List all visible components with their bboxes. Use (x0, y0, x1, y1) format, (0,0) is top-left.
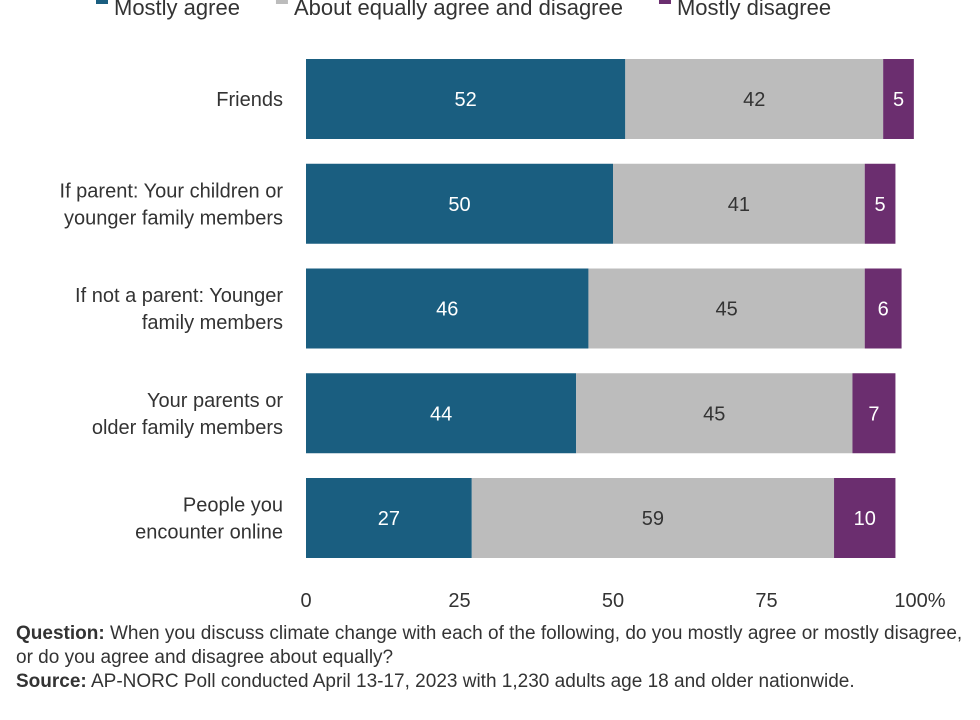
bar-value-label: 5 (875, 194, 886, 216)
bar-value-label: 50 (448, 194, 470, 216)
bar-segment (883, 59, 914, 139)
source-label: Source: (16, 671, 87, 692)
bar-value-label: 6 (878, 299, 889, 321)
category-label: Friends (216, 89, 283, 111)
legend-label-1: About equally agree and disagree (294, 0, 623, 20)
chart: Mostly agree About equally agree and disa… (60, 0, 946, 612)
bar-segment (588, 268, 865, 349)
bar-segment (852, 373, 896, 454)
bar-segment (471, 478, 835, 558)
bar-segment (625, 59, 884, 139)
category-label: If parent: Your children or (60, 180, 284, 202)
question-label: Question: (16, 623, 105, 644)
legend-swatch-0 (96, 0, 108, 4)
bar-value-label: 27 (378, 508, 400, 530)
bar-value-label: 45 (715, 299, 737, 321)
stacked-bar-chart: Mostly agree About equally agree and disa… (60, 0, 946, 612)
x-tick-label: 25 (448, 590, 470, 612)
question-text: When you discuss climate change with eac… (16, 623, 963, 668)
category-label: older family members (92, 417, 283, 439)
question-note: Question: When you discuss climate chang… (16, 622, 966, 670)
category-label: younger family members (64, 207, 283, 229)
bar-value-label: 46 (436, 299, 458, 321)
x-tick-label: 50 (602, 590, 624, 612)
bar-segment (576, 373, 853, 454)
bar-segment (864, 268, 902, 349)
source-note: Source: AP-NORC Poll conducted April 13-… (16, 670, 966, 694)
x-tick-label: 100% (894, 590, 945, 612)
legend-label-0: Mostly agree (114, 0, 240, 20)
bar-segment (306, 373, 577, 454)
bar-value-label: 7 (868, 403, 879, 425)
x-tick-label: 0 (300, 590, 311, 612)
bar-value-label: 52 (455, 89, 477, 111)
bar-value-label: 5 (893, 89, 904, 111)
category-label: People you (183, 495, 283, 517)
category-label: If not a parent: Younger (75, 285, 283, 307)
bar-value-label: 10 (854, 508, 876, 530)
bar-segment (306, 163, 613, 244)
legend-label-2: Mostly disagree (677, 0, 831, 20)
bar-segment (613, 163, 865, 244)
bar-segment (864, 163, 896, 244)
bar-value-label: 41 (728, 194, 750, 216)
bar-segment (306, 59, 626, 139)
bar-segment (834, 478, 896, 558)
bar-value-label: 42 (743, 89, 765, 111)
bar-value-label: 44 (430, 403, 452, 425)
bar-segment (306, 478, 472, 558)
bar-value-label: 45 (703, 403, 725, 425)
source-text: AP-NORC Poll conducted April 13-17, 2023… (86, 671, 855, 692)
category-label: encounter online (135, 522, 283, 544)
legend-swatch-1 (275, 0, 288, 4)
footnote: Question: When you discuss climate chang… (16, 622, 966, 694)
legend-swatch-2 (658, 0, 671, 4)
bar-value-label: 59 (642, 508, 664, 530)
x-tick-label: 75 (755, 590, 777, 612)
category-label: Your parents or (147, 390, 283, 412)
bar-segment (306, 268, 589, 349)
category-label: family members (142, 312, 283, 334)
